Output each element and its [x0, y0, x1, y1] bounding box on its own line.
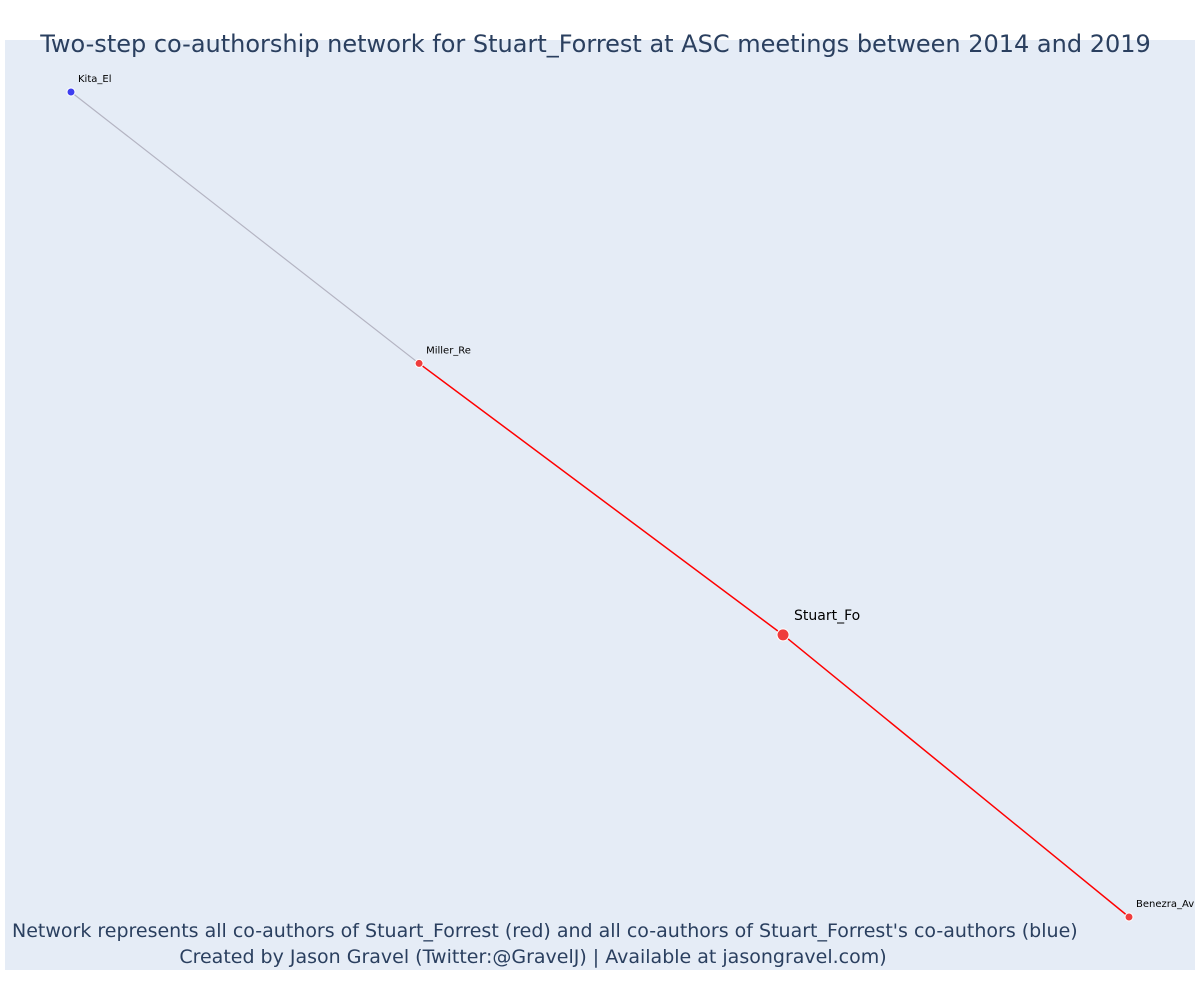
chart-caption: Network represents all co-authors of Stu…	[12, 918, 1078, 970]
node-benezra-av[interactable]	[1124, 912, 1134, 922]
nodes-layer	[66, 87, 1134, 922]
caption-line-description: Network represents all co-authors of Stu…	[12, 920, 1078, 942]
edge-miller-re-stuart-fo	[418, 362, 784, 636]
edge-stuart-fo-benezra-av	[782, 634, 1130, 918]
caption-line-credit: Created by Jason Gravel (Twitter:@Gravel…	[179, 946, 887, 968]
node-label-kita-el: Kita_El	[78, 74, 111, 85]
node-label-stuart-fo: Stuart_Fo	[794, 608, 860, 624]
node-kita-el[interactable]	[66, 87, 76, 97]
node-stuart-fo[interactable]	[776, 628, 790, 642]
edge-kita-el-miller-re	[70, 91, 420, 364]
chart-title: Two-step co-authorship network for Stuar…	[40, 30, 1151, 58]
node-label-benezra-av: Benezra_Av	[1136, 899, 1194, 910]
labels-layer: Kita_El Miller_Re Stuart_Fo Benezra_Av	[78, 74, 1194, 910]
node-label-miller-re: Miller_Re	[426, 345, 471, 356]
edges-layer	[70, 91, 1130, 918]
node-miller-re[interactable]	[414, 358, 424, 368]
